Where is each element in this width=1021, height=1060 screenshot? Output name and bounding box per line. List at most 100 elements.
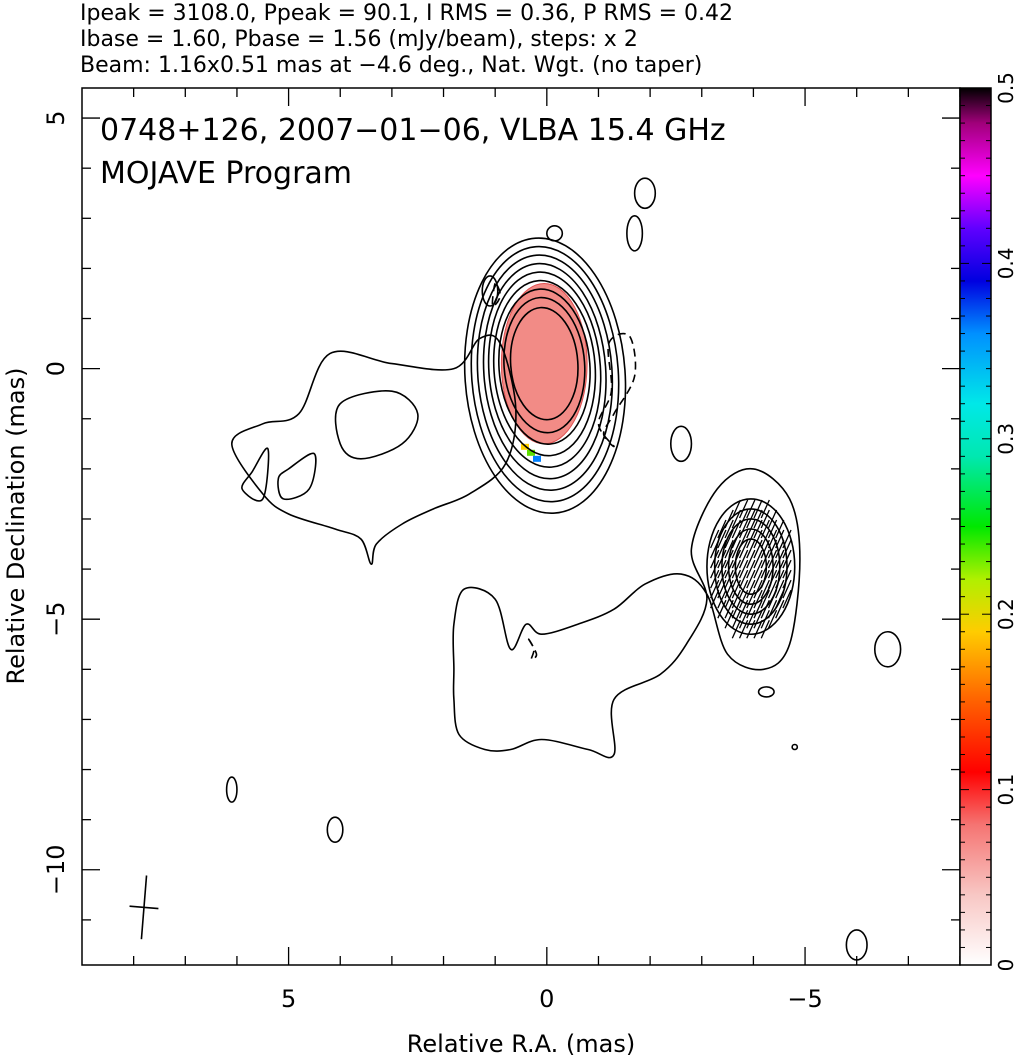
polarization-tick <box>753 509 763 529</box>
polarization-tick <box>731 539 742 559</box>
isolated-contour <box>873 630 902 668</box>
polarization-tick <box>717 599 727 619</box>
polarization-tick <box>746 499 756 519</box>
y-axis-label: Relative Declination (mas) <box>2 367 30 684</box>
polarization-tick <box>746 609 756 629</box>
polarization-tick <box>760 609 770 629</box>
polarization-tick <box>717 549 727 569</box>
core-contour <box>482 262 607 480</box>
polarization-tick <box>767 609 778 629</box>
polarization-tick <box>760 569 770 589</box>
core-contour <box>463 237 627 515</box>
polarization-tick <box>782 589 792 609</box>
polarization-tick <box>731 559 742 579</box>
jet-inner-contour <box>334 390 419 460</box>
polarization-tick <box>717 559 727 579</box>
polarization-tick <box>753 559 763 579</box>
map-area <box>129 177 902 961</box>
core-fill-edge-pixel <box>527 449 535 456</box>
polarization-tick <box>724 569 734 589</box>
isolated-contour <box>225 776 238 803</box>
polarization-tick <box>710 569 720 589</box>
polarization-tick <box>775 549 785 569</box>
polarization-tick <box>767 589 778 609</box>
polarization-tick <box>738 619 749 639</box>
polarization-tick <box>731 519 742 539</box>
southern-outer-contour <box>452 467 801 759</box>
isolated-contour <box>546 225 564 242</box>
polarization-tick <box>738 579 749 599</box>
polarization-tick <box>775 539 785 559</box>
polarization-tick <box>738 549 749 569</box>
beam-symbol <box>129 875 159 940</box>
polarization-tick <box>731 549 742 569</box>
polarization-tick <box>775 519 785 539</box>
polarization-tick <box>767 539 778 559</box>
core-contour <box>487 271 602 468</box>
core-contour <box>503 296 586 434</box>
jet-knot-contour <box>241 447 270 502</box>
polarization-tick <box>746 589 756 609</box>
isolated-contour <box>757 686 775 698</box>
polarization-tick <box>753 549 763 569</box>
polarization-tick <box>760 559 770 579</box>
polarization-tick <box>767 509 778 529</box>
header-line-2: Ibase = 1.60, Pbase = 1.56 (mJy/beam), s… <box>80 27 638 52</box>
polarization-tick <box>746 539 756 559</box>
polarization-tick <box>746 559 756 579</box>
polarization-tick <box>767 519 778 539</box>
isolated-contour <box>791 743 799 751</box>
polarization-tick <box>731 609 742 629</box>
core-contour <box>509 306 579 421</box>
polarization-tick <box>767 599 778 619</box>
polarization-tick <box>710 549 720 569</box>
polarization-tick <box>746 579 756 599</box>
polarization-tick <box>710 539 720 559</box>
core-contour <box>497 288 591 445</box>
axis-ticks: 5 0 −5 5 0 −5 −10 <box>42 88 961 1013</box>
polarization-tick <box>760 499 770 519</box>
polarization-tick <box>717 539 727 559</box>
polarization-tick <box>738 589 749 609</box>
polarization-tick <box>724 599 734 619</box>
polarization-tick <box>738 609 749 629</box>
polarization-tick <box>746 549 756 569</box>
core-contour <box>492 279 597 457</box>
polarization-tick <box>724 519 734 539</box>
polarization-tick <box>746 509 756 529</box>
polarization-tick <box>782 549 792 569</box>
polarization-tick <box>746 529 756 549</box>
polarization-tick <box>717 529 727 549</box>
polarization-tick <box>753 539 763 559</box>
core-fill-edge-pixel <box>533 455 541 462</box>
polarization-tick <box>767 579 778 599</box>
y-tick-label: 0 <box>42 361 70 376</box>
source-annotation: 0748+126, 2007−01−06, VLBA 15.4 GHz <box>100 113 726 148</box>
core-contour <box>476 254 614 492</box>
polarization-tick <box>753 569 763 589</box>
polarization-tick <box>738 519 749 539</box>
isolated-contour <box>669 425 693 463</box>
polarization-tick <box>717 589 727 609</box>
polarization-tick <box>753 579 763 599</box>
polarization-tick <box>753 609 763 629</box>
plot-frame <box>81 87 961 966</box>
colorbar-ticks: 0 0.1 0.2 0.3 0.4 0.5 <box>960 72 1018 971</box>
isolated-contour <box>326 816 344 844</box>
polarization-tick <box>767 569 778 589</box>
polarization-tick <box>738 539 749 559</box>
polarization-tick <box>760 549 770 569</box>
polarization-tick <box>724 589 734 609</box>
polarization-tick <box>753 499 763 519</box>
polarization-tick <box>782 579 792 599</box>
polarization-tick <box>760 539 770 559</box>
negative-contour <box>597 332 637 448</box>
polarization-tick <box>775 529 785 549</box>
polarization-tick <box>738 599 749 619</box>
negative-contour <box>527 638 538 661</box>
polarization-tick <box>782 529 792 549</box>
jet-outer-contour <box>230 334 517 565</box>
x-axis-label: Relative R.A. (mas) <box>407 1030 635 1058</box>
polarization-tick <box>724 579 734 599</box>
polarization-tick <box>738 529 749 549</box>
